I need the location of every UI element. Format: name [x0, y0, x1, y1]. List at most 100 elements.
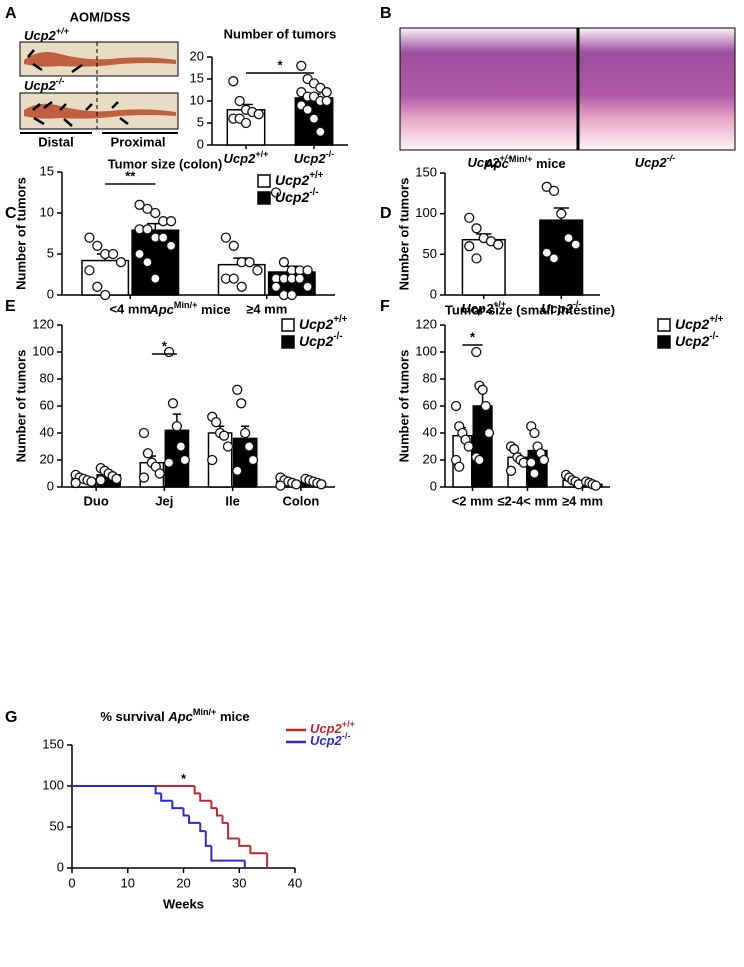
y-tick-label: 50 [50, 818, 64, 833]
data-point [150, 207, 161, 219]
legend-label: Ucp2+/+ [299, 314, 348, 332]
y-tick-label: 100 [42, 777, 64, 792]
colon-shape [24, 52, 176, 67]
x-tick-label: <4 mm [109, 301, 151, 316]
data-point [70, 477, 81, 489]
y-tick-label: 10 [40, 204, 54, 219]
x-tick-label: 40 [288, 875, 302, 890]
data-point [483, 427, 495, 439]
data-point [92, 281, 103, 292]
survival-step [238, 838, 251, 847]
data-point [232, 384, 243, 395]
data-point [541, 247, 552, 258]
y-axis-label: Number of tumors [396, 350, 411, 463]
data-point [228, 76, 239, 87]
data-point [253, 109, 264, 120]
significance-label: * [181, 771, 187, 786]
x-tick-label: 20 [176, 875, 190, 890]
data-point [240, 117, 252, 129]
bar [539, 219, 584, 296]
y-tick-label: 15 [40, 163, 54, 178]
chart-title: Tumor size (colon) [108, 156, 223, 171]
data-point [315, 126, 326, 137]
y-tick-label: 20 [190, 48, 204, 63]
x-tick-label: 30 [232, 875, 246, 890]
x-tick-label: ≤2-4< mm [497, 493, 557, 508]
data-point [321, 95, 332, 107]
data-point [207, 454, 218, 466]
data-point [163, 457, 175, 468]
data-point [240, 427, 251, 439]
survival-step [171, 800, 184, 810]
x-tick-label: 10 [121, 875, 135, 890]
data-point [275, 480, 286, 491]
chart-title: Tumor size (small intestine) [445, 302, 615, 317]
data-point [86, 476, 97, 487]
survival-step [182, 808, 190, 817]
data-point [302, 281, 313, 292]
x-tick-label: Ucp2+/+ [224, 149, 269, 166]
y-tick-label: 0 [57, 859, 64, 874]
x-tick-label: Ile [225, 493, 239, 508]
data-point [95, 475, 106, 486]
y-tick-label: 0 [197, 136, 204, 151]
data-point [474, 454, 485, 466]
survival-step [160, 793, 173, 802]
data-point [107, 248, 119, 260]
panel-label: B [380, 5, 392, 22]
data-point [138, 427, 150, 439]
data-point [570, 239, 581, 250]
data-point [471, 253, 482, 264]
data-point [526, 457, 537, 468]
data-point [84, 265, 95, 276]
data-point [234, 95, 245, 107]
y-tick-label: 120 [415, 316, 437, 331]
data-point [243, 441, 255, 452]
data-point [477, 384, 488, 395]
y-tick-label: 40 [423, 424, 437, 439]
data-point [111, 473, 122, 485]
data-point [296, 60, 307, 71]
legend-swatch [657, 318, 671, 332]
data-point [548, 253, 560, 264]
data-point [308, 113, 320, 124]
data-point [247, 454, 259, 466]
data-point [538, 454, 550, 466]
x-tick-label: Ucp2-/- [541, 299, 581, 316]
data-point [480, 400, 491, 412]
survival-step [199, 793, 212, 802]
y-tick-label: 150 [42, 736, 64, 751]
region-label: Distal [38, 134, 73, 149]
data-point [471, 346, 482, 358]
data-point [529, 468, 540, 479]
panel-label: G [5, 709, 17, 726]
y-tick-label: 100 [415, 343, 437, 358]
data-point [590, 480, 601, 491]
bar [472, 405, 493, 488]
y-axis-label: Number of tumors [13, 177, 28, 290]
histology-image [399, 27, 736, 151]
data-point [548, 185, 560, 197]
survival-step [215, 808, 223, 817]
y-tick-label: 0 [47, 478, 54, 493]
y-tick-label: 5 [47, 245, 54, 260]
data-point [291, 479, 302, 490]
survival-step [249, 845, 268, 855]
y-tick-label: 100 [32, 343, 54, 358]
legend-label: Ucp2+/+ [275, 170, 324, 188]
chart-title: % survival ApcMin/+ mice [100, 707, 249, 724]
x-tick-label: 0 [68, 875, 75, 890]
data-point [556, 208, 567, 219]
data-point [463, 441, 474, 452]
y-tick-label: 100 [415, 205, 437, 220]
y-tick-label: 0 [47, 286, 54, 301]
data-point [222, 441, 234, 452]
data-point [138, 472, 150, 483]
y-tick-label: 15 [190, 70, 204, 85]
data-point [179, 454, 190, 466]
data-point [228, 273, 239, 284]
data-point [142, 203, 153, 215]
significance-label: ** [125, 168, 136, 183]
legend-label: Ucp2+/+ [675, 314, 724, 332]
panel-label: D [380, 205, 392, 222]
